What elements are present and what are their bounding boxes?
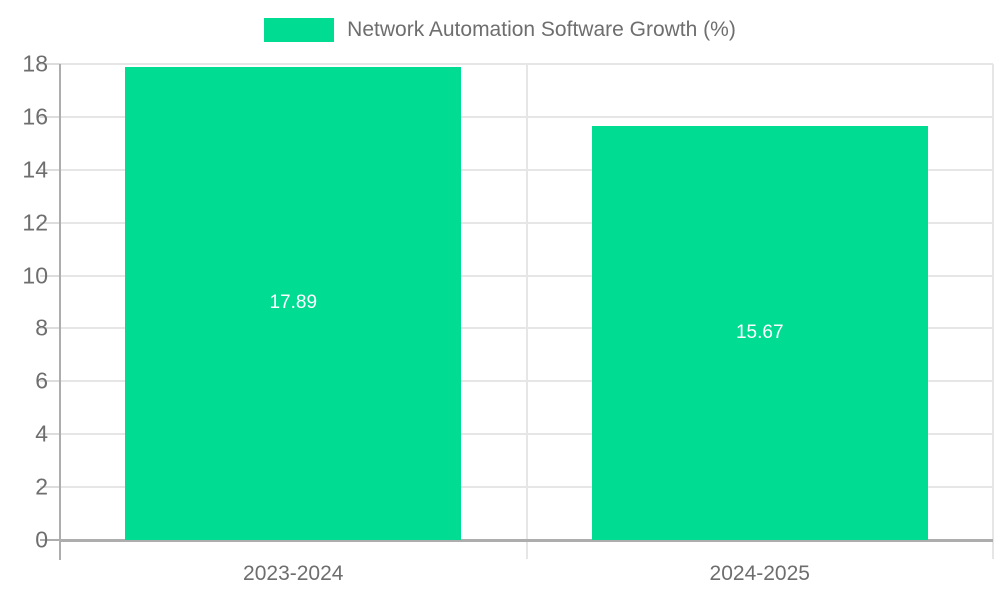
legend-swatch [264,18,335,42]
y-tick [40,433,60,436]
x-tick [525,540,528,559]
y-tick [40,539,60,541]
y-axis-line [59,64,61,560]
bar-value-label: 15.67 [735,321,784,343]
legend-label: Network Automation Software Growth (%) [347,18,736,41]
x-tick-label: 2024-2025 [709,562,810,585]
y-tick-label: 4 [35,420,48,447]
x-tick-label: 2023-2024 [243,562,344,585]
y-tick [40,486,60,489]
bar-value-label: 17.89 [269,292,318,314]
y-tick-label: 12 [22,209,48,236]
y-tick [40,168,60,171]
y-tick-label: 14 [22,156,48,183]
y-tick-label: 10 [22,262,48,289]
y-tick-label: 2 [35,473,48,500]
y-tick-label: 6 [35,367,48,394]
chart-legend: Network Automation Software Growth (%) [0,18,1000,42]
y-tick [40,327,60,330]
x-tick [992,540,994,559]
y-tick [40,63,60,65]
y-tick-label: 16 [22,103,48,130]
y-tick [40,115,60,118]
y-tick [40,221,60,224]
x-axis-line [60,539,993,542]
bar[interactable] [591,125,928,540]
bar[interactable] [125,66,462,540]
category-gridline [525,64,528,540]
category-gridline [992,64,994,540]
y-tick [40,274,60,277]
y-tick-label: 0 [35,526,48,553]
y-tick [40,380,60,383]
y-tick-label: 8 [35,314,48,341]
y-tick-label: 18 [22,50,48,77]
